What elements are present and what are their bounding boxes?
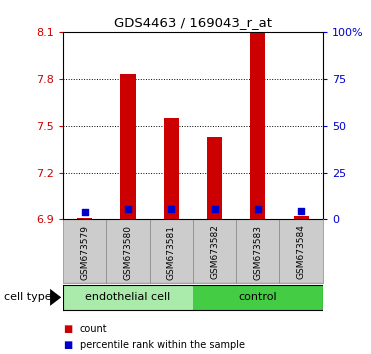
Bar: [250, 33, 265, 219]
Bar: [63, 285, 193, 310]
Text: control: control: [239, 292, 277, 302]
Point: [298, 208, 304, 214]
Text: count: count: [80, 324, 107, 334]
Polygon shape: [50, 289, 61, 306]
Point: [211, 206, 217, 212]
Bar: [150, 219, 193, 283]
Bar: [77, 218, 92, 219]
Bar: [106, 219, 150, 283]
Bar: [236, 219, 279, 283]
Text: cell type: cell type: [4, 292, 51, 302]
Text: GSM673580: GSM673580: [124, 224, 132, 280]
Text: percentile rank within the sample: percentile rank within the sample: [80, 340, 245, 350]
Text: GSM673579: GSM673579: [80, 224, 89, 280]
Point: [168, 206, 174, 212]
Text: GSM673583: GSM673583: [253, 224, 262, 280]
Bar: [164, 118, 179, 219]
Point: [82, 209, 88, 215]
Bar: [293, 216, 309, 219]
Text: ■: ■: [63, 324, 72, 334]
Text: ■: ■: [63, 340, 72, 350]
Point: [125, 206, 131, 212]
Bar: [207, 137, 222, 219]
Bar: [279, 219, 323, 283]
Text: GSM673584: GSM673584: [297, 224, 306, 279]
Bar: [63, 219, 106, 283]
Text: GSM673581: GSM673581: [167, 224, 176, 280]
Title: GDS4463 / 169043_r_at: GDS4463 / 169043_r_at: [114, 16, 272, 29]
Bar: [193, 285, 323, 310]
Point: [255, 206, 261, 211]
Text: endothelial cell: endothelial cell: [85, 292, 171, 302]
Bar: [121, 74, 135, 219]
Bar: [193, 219, 236, 283]
Text: GSM673582: GSM673582: [210, 224, 219, 279]
